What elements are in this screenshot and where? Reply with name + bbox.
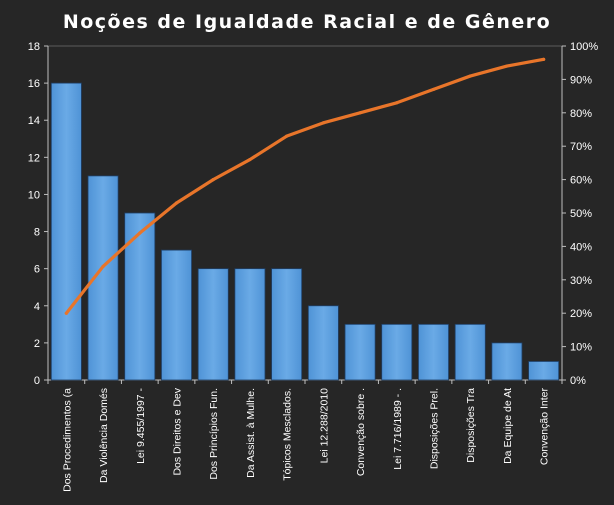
- y-tick-label: 6: [34, 264, 40, 276]
- x-category-label: Lei 7.716/1989 - .: [392, 388, 404, 470]
- cumulative-point: [431, 87, 436, 92]
- x-category-label: Da Assist. à Mulhe.: [245, 388, 257, 478]
- bar: [124, 212, 156, 381]
- y2-tick-label: 30%: [570, 275, 592, 287]
- cumulative-point: [542, 57, 546, 61]
- bar: [528, 361, 560, 381]
- x-category-label: Convenção Inter: [539, 388, 551, 466]
- x-category-label: Dos Princípios Fun.: [208, 388, 220, 480]
- bar: [491, 342, 523, 381]
- cumulative-point: [505, 64, 509, 68]
- bar: [161, 249, 192, 381]
- y2-tick-label: 60%: [570, 175, 592, 187]
- x-category-label: Convenção sobre .: [355, 388, 367, 476]
- bar: [271, 268, 303, 381]
- x-category-label: Dos Procedimentos (a: [61, 388, 73, 492]
- bar: [381, 323, 413, 381]
- x-category-label: Da Equipe de At: [502, 388, 514, 464]
- y2-tick-label: 90%: [570, 74, 592, 86]
- y-tick-label: 16: [28, 78, 40, 90]
- y-tick-label: 18: [28, 41, 40, 53]
- cumulative-point: [64, 311, 68, 315]
- cumulative-point: [174, 201, 179, 205]
- bar: [50, 82, 82, 381]
- x-category-label: Lei 9.455/1997 -: [135, 388, 147, 464]
- y-tick-label: 8: [34, 227, 40, 239]
- cumulative-line: [64, 57, 546, 315]
- bar: [454, 323, 486, 381]
- cumulative-point: [101, 264, 105, 269]
- bar: [234, 268, 266, 381]
- x-category-label: Tópicos Mesclados.: [282, 388, 294, 481]
- y2-tick-label: 50%: [570, 208, 592, 220]
- cumulative-point: [395, 101, 399, 105]
- cumulative-point: [321, 121, 325, 125]
- y2-tick-label: 80%: [570, 108, 592, 120]
- cumulative-point: [358, 111, 362, 115]
- cumulative-point: [211, 178, 215, 182]
- bar: [418, 323, 449, 381]
- chart-title: Noções de Igualdade Racial e de Gênero: [63, 11, 551, 33]
- y2-tick-label: 100%: [570, 41, 598, 53]
- y-tick-label: 12: [28, 152, 40, 164]
- y-tick-label: 10: [28, 189, 40, 201]
- cumulative-point: [468, 74, 472, 78]
- x-category-label: Dos Direitos e Dev: [172, 387, 184, 475]
- y2-tick-label: 20%: [570, 308, 592, 320]
- cumulative-point: [138, 231, 142, 235]
- cumulative-point: [285, 134, 289, 138]
- y2-tick-label: 70%: [570, 141, 592, 153]
- bar: [307, 305, 339, 381]
- bar: [197, 268, 229, 381]
- y-tick-label: 2: [34, 338, 40, 350]
- y2-tick-label: 0%: [570, 375, 586, 387]
- x-category-label: Lei 12.288/2010: [318, 388, 330, 463]
- y2-tick-label: 40%: [570, 241, 592, 253]
- bar: [344, 323, 376, 381]
- x-category-label: Da Violência Domés: [98, 388, 110, 483]
- x-category-label: Disposições Tra: [465, 388, 477, 463]
- x-category-label: Disposições Prel.: [429, 388, 441, 469]
- cumulative-point: [248, 157, 252, 162]
- y-tick-label: 4: [34, 301, 40, 313]
- y-tick-label: 0: [34, 375, 40, 387]
- y2-tick-label: 10%: [570, 342, 592, 354]
- y-tick-label: 14: [28, 115, 40, 127]
